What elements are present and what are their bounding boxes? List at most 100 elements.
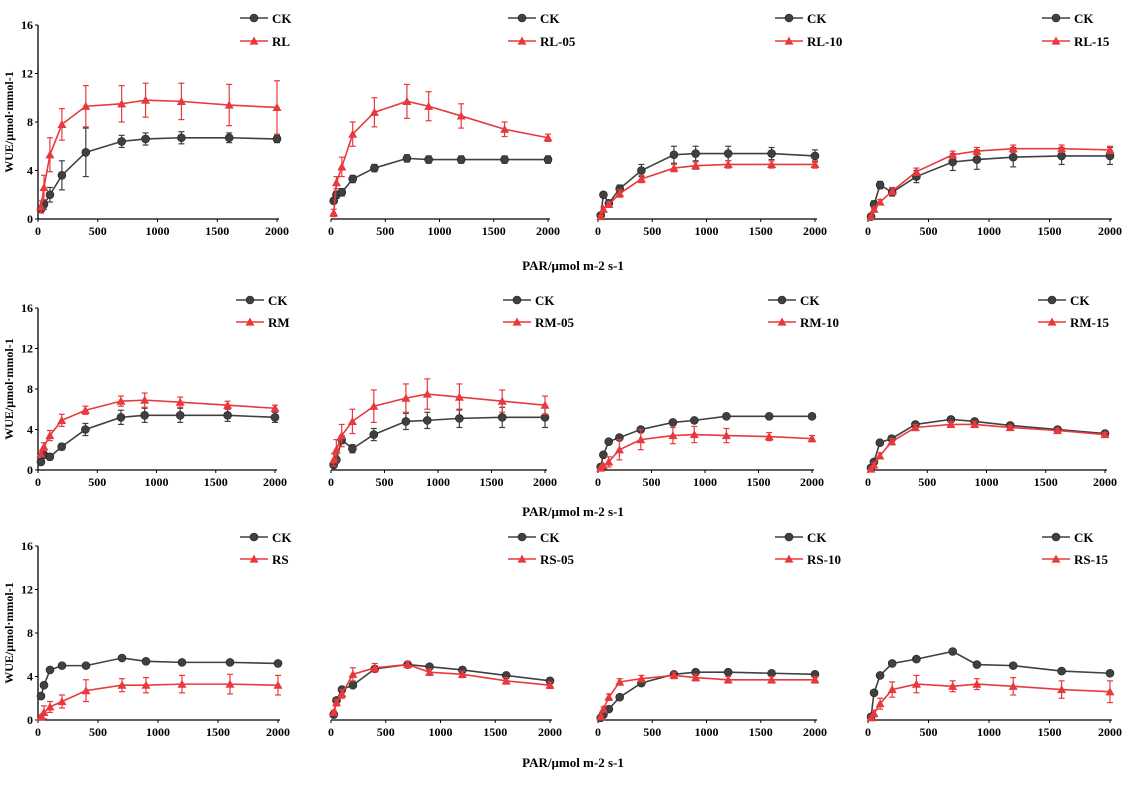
x-tick-label: 1500 <box>749 725 773 739</box>
legend-label: CK <box>807 530 827 545</box>
data-point <box>1005 422 1015 432</box>
x-tick-label: 0 <box>865 725 871 739</box>
legend-label: CK <box>1070 293 1090 308</box>
x-tick-label: 1000 <box>975 475 999 489</box>
data-point <box>636 435 646 444</box>
data-point <box>1008 144 1018 153</box>
x-tick-label: 1000 <box>426 475 450 489</box>
legend-item-ck: CK <box>1038 293 1090 308</box>
data-point <box>598 461 608 470</box>
legend-marker <box>784 36 794 45</box>
y-tick-label: 4 <box>27 670 33 684</box>
data-point <box>39 680 49 690</box>
legend-marker <box>1051 532 1061 542</box>
data-point <box>116 396 126 405</box>
data-point <box>501 676 511 685</box>
series-treatment <box>36 80 282 214</box>
data-point <box>81 101 91 110</box>
data-point <box>348 174 358 184</box>
series-line <box>599 163 815 217</box>
data-point <box>369 430 379 439</box>
series-line <box>40 657 279 697</box>
series-line <box>870 423 1106 470</box>
legend-marker <box>245 295 255 305</box>
series-line <box>332 100 549 214</box>
data-point <box>80 405 90 414</box>
data-point <box>81 686 91 695</box>
data-point <box>869 204 879 213</box>
data-point <box>57 171 67 180</box>
data-point <box>669 163 679 172</box>
data-point <box>810 159 820 169</box>
data-point <box>422 416 432 425</box>
data-point <box>45 452 55 462</box>
data-point <box>545 680 555 689</box>
legend-label: RS-05 <box>540 552 574 567</box>
x-tick-label: 1500 <box>1038 224 1062 238</box>
y-tick-label: 16 <box>21 539 33 553</box>
x-axis-title: PAR/μmol m-2 s-1 <box>522 504 624 519</box>
data-point <box>1105 145 1115 154</box>
series-line <box>40 683 279 718</box>
data-point <box>45 431 55 440</box>
series-ck <box>596 412 817 472</box>
legend-item-treatment: RM <box>236 315 290 330</box>
data-point <box>177 133 186 143</box>
data-point <box>348 129 358 138</box>
data-point <box>1100 430 1110 439</box>
data-point <box>615 692 625 702</box>
legend-item-ck: CK <box>236 293 288 308</box>
series-line <box>599 152 816 216</box>
data-point <box>457 669 467 678</box>
x-tick-label: 0 <box>595 725 601 739</box>
series-treatment <box>329 378 550 467</box>
data-point <box>972 146 982 155</box>
legend-item-treatment: RL <box>240 34 290 49</box>
legend-label: RM <box>268 315 290 330</box>
data-point <box>39 182 49 192</box>
series-treatment <box>866 674 1115 722</box>
x-tick-label: 1500 <box>205 224 229 238</box>
chart-panel: 0 500 1000 1500 2000 CK RM-05 <box>328 293 574 489</box>
x-tick-label: 2000 <box>1098 725 1122 739</box>
data-point <box>807 434 817 443</box>
data-point <box>81 425 90 434</box>
data-point <box>689 430 699 439</box>
data-point <box>370 663 380 672</box>
data-point <box>1008 681 1018 690</box>
data-point <box>1057 685 1067 694</box>
legend-marker <box>517 554 527 563</box>
data-point <box>1053 426 1063 435</box>
legend-label: CK <box>272 530 292 545</box>
data-point <box>337 188 347 197</box>
data-point <box>599 450 608 460</box>
data-point <box>669 670 679 680</box>
data-point <box>329 707 339 716</box>
series-ck <box>596 667 820 723</box>
series-ck <box>596 145 820 220</box>
data-point <box>141 680 151 689</box>
data-point <box>272 134 282 144</box>
chart-panel: 0 500 1000 1500 2000 CK RS-10 <box>595 530 841 739</box>
data-point <box>615 189 625 198</box>
data-point <box>810 675 820 684</box>
data-point <box>875 197 885 206</box>
data-point <box>764 412 774 421</box>
legend-label: CK <box>807 11 827 26</box>
x-tick-label: 1000 <box>695 224 719 238</box>
data-point <box>543 133 553 142</box>
data-point <box>348 444 357 454</box>
series-line <box>599 674 815 718</box>
data-point <box>273 680 283 689</box>
x-tick-label: 500 <box>89 224 107 238</box>
data-point <box>722 412 731 421</box>
series-line <box>870 650 1111 717</box>
series-treatment <box>36 673 283 721</box>
legend-marker <box>512 317 522 326</box>
series-ck <box>329 154 553 206</box>
x-tick-label: 2000 <box>803 725 827 739</box>
legend-label: RS <box>272 552 289 567</box>
data-point <box>691 149 700 158</box>
data-point <box>401 393 411 402</box>
data-point <box>723 667 733 677</box>
